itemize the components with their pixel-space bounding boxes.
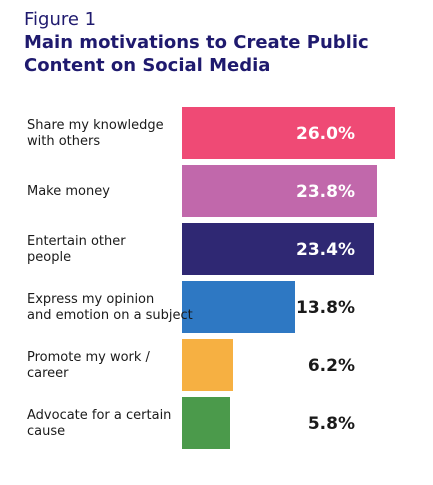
category-label-3: Express my opinion and emotion on a subje… [27,292,193,323]
category-label-0: Share my knowledge with others [27,118,164,149]
category-label-5: Advocate for a certain cause [27,408,171,439]
value-label-0: 26.0% [296,124,355,144]
bar-4 [182,339,233,391]
value-label-3: 13.8% [296,298,355,318]
value-label-2: 23.4% [296,240,355,260]
bar-1 [182,165,377,217]
figure-label: Figure 1 [24,9,97,30]
bar-5 [182,397,230,449]
category-label-1: Make money [27,184,110,199]
category-label-4: Promote my work / career [27,350,151,381]
bar-0 [182,107,395,159]
category-label-2: Entertain other people [27,234,126,265]
value-label-1: 23.8% [296,182,355,202]
value-label-4: 6.2% [308,356,355,376]
bar-2 [182,223,374,275]
chart-title: Main motivations to Create Public Conten… [24,32,369,76]
value-label-5: 5.8% [308,414,355,434]
bar-3 [182,281,295,333]
